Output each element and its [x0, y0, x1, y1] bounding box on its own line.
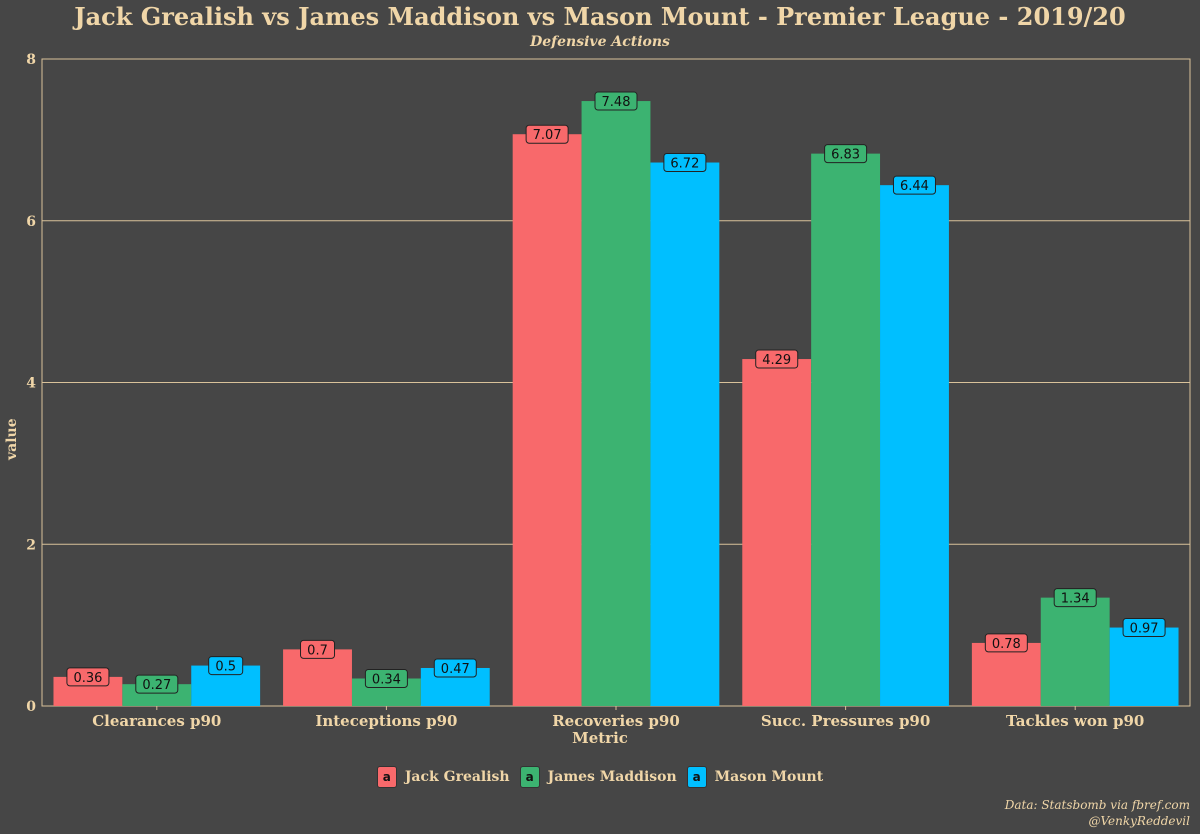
y-tick-label: 6	[26, 214, 36, 230]
y-axis-label: value	[4, 418, 20, 460]
data-label-box	[364, 669, 408, 689]
data-label: 6.83	[831, 148, 860, 163]
legend-label-grealish: Jack Grealish	[404, 769, 510, 785]
y-tick-label: 0	[26, 699, 36, 715]
data-label-box	[1053, 588, 1097, 608]
legend-label-maddison: James Maddison	[547, 769, 677, 785]
data-label: 0.47	[441, 662, 470, 677]
data-label: 0.78	[992, 637, 1021, 652]
bar	[1040, 597, 1110, 706]
data-label-box	[135, 674, 179, 694]
data-label: 0.97	[1130, 622, 1159, 637]
data-label-box	[663, 153, 707, 173]
caption-author: @VenkyReddevil	[1088, 814, 1190, 828]
bar	[742, 359, 812, 706]
data-label-box	[594, 91, 638, 111]
caption-source: Data: Statsbomb via fbref.com	[1004, 798, 1190, 812]
x-tick-label: Tackles won p90	[1006, 712, 1144, 730]
data-label-box	[824, 144, 868, 164]
chart-subtitle: Defensive Actions	[530, 34, 670, 50]
data-label-box	[433, 658, 477, 678]
data-label-box	[525, 124, 569, 144]
x-tick-label: Inteceptions p90	[315, 712, 457, 730]
bar	[581, 101, 651, 707]
data-label-box	[892, 175, 936, 195]
x-axis-label: Metric	[572, 729, 628, 747]
bar	[971, 642, 1041, 706]
data-label: 4.29	[762, 353, 791, 368]
legend-item-maddison: a James Maddison	[519, 766, 677, 788]
legend-label-mount: Mason Mount	[714, 769, 824, 785]
chart-title: Jack Grealish vs James Maddison vs Mason…	[74, 2, 1126, 31]
data-label-box	[66, 667, 110, 687]
legend-key-mount: a	[686, 766, 707, 788]
data-label: 0.34	[372, 673, 401, 688]
y-tick-label: 2	[26, 537, 36, 553]
y-tick-label: 4	[26, 376, 36, 392]
data-label: 0.36	[73, 671, 102, 686]
caption: Data: Statsbomb via fbref.com @VenkyRedd…	[1005, 797, 1190, 829]
bar	[811, 153, 881, 706]
bar	[1109, 627, 1179, 706]
data-label: 7.07	[533, 128, 562, 143]
data-label-box	[300, 639, 336, 659]
legend: a Jack Grealish a James Maddison a Mason…	[0, 766, 1200, 788]
data-label: 6.44	[900, 179, 929, 194]
bar	[880, 185, 949, 707]
data-label-box	[208, 656, 244, 676]
data-label: 7.48	[602, 95, 631, 110]
data-label: 0.5	[215, 660, 236, 675]
bar	[512, 134, 582, 706]
data-label: 1.34	[1061, 592, 1090, 607]
legend-item-grealish: a Jack Grealish	[376, 766, 510, 788]
data-label: 0.7	[307, 643, 328, 658]
x-tick-label: Succ. Pressures p90	[761, 712, 930, 730]
y-tick-label: 8	[26, 52, 36, 68]
data-label-box	[755, 349, 799, 369]
legend-key-maddison: a	[519, 766, 540, 788]
data-label-box	[1122, 618, 1166, 638]
x-tick-label: Recoveries p90	[552, 712, 680, 730]
data-label-box	[984, 633, 1028, 653]
legend-key-grealish: a	[376, 766, 397, 788]
legend-item-mount: a Mason Mount	[686, 766, 824, 788]
data-label: 6.72	[670, 157, 699, 172]
data-label: 0.27	[142, 678, 171, 693]
bar	[650, 162, 720, 706]
x-tick-label: Clearances p90	[92, 712, 221, 730]
